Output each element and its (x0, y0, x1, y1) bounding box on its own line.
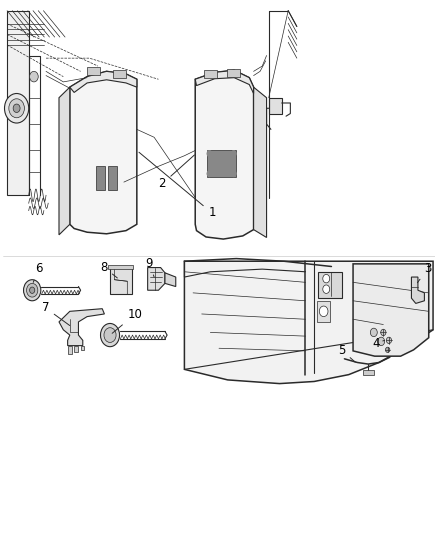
Polygon shape (195, 70, 254, 239)
Circle shape (323, 285, 330, 293)
Circle shape (371, 328, 377, 337)
Text: 3: 3 (417, 262, 432, 282)
Bar (317, 301, 330, 322)
Polygon shape (165, 273, 176, 287)
Circle shape (207, 150, 212, 157)
Circle shape (231, 171, 236, 177)
Text: 5: 5 (338, 344, 355, 362)
Circle shape (100, 324, 120, 346)
Polygon shape (113, 70, 126, 78)
Circle shape (378, 337, 385, 345)
Polygon shape (87, 67, 100, 75)
Text: 1: 1 (139, 152, 215, 220)
Bar (96, 166, 105, 190)
Polygon shape (411, 277, 424, 303)
Polygon shape (59, 309, 104, 345)
Polygon shape (70, 71, 137, 92)
Polygon shape (70, 71, 137, 234)
Polygon shape (67, 345, 72, 353)
Text: 2: 2 (159, 155, 194, 190)
Text: 10: 10 (112, 308, 142, 333)
Circle shape (30, 71, 38, 82)
Polygon shape (7, 11, 29, 195)
Polygon shape (59, 87, 70, 235)
Circle shape (231, 150, 236, 157)
Circle shape (385, 347, 390, 352)
Circle shape (104, 328, 116, 342)
Bar (363, 370, 374, 375)
Bar (108, 166, 117, 190)
Circle shape (381, 329, 386, 336)
Circle shape (27, 284, 38, 297)
Polygon shape (81, 345, 84, 350)
Text: 7: 7 (42, 301, 70, 326)
Circle shape (319, 306, 328, 317)
Polygon shape (269, 98, 282, 114)
Text: 4: 4 (372, 337, 385, 350)
Circle shape (13, 104, 20, 112)
Polygon shape (195, 70, 254, 93)
Polygon shape (108, 265, 134, 269)
Bar (318, 272, 342, 298)
Circle shape (4, 93, 29, 123)
Polygon shape (74, 345, 78, 352)
Circle shape (207, 171, 212, 177)
Text: 8: 8 (100, 261, 117, 278)
Polygon shape (110, 268, 132, 294)
Text: 6: 6 (33, 262, 43, 282)
Polygon shape (184, 261, 433, 384)
Polygon shape (207, 150, 236, 177)
Circle shape (323, 274, 330, 283)
Polygon shape (148, 268, 165, 290)
Polygon shape (227, 69, 240, 77)
Polygon shape (353, 264, 429, 356)
Polygon shape (204, 70, 217, 78)
Polygon shape (254, 87, 267, 238)
Text: 9: 9 (145, 256, 154, 277)
Circle shape (9, 99, 25, 118)
Circle shape (386, 337, 392, 343)
Circle shape (30, 287, 35, 293)
Circle shape (24, 280, 41, 301)
